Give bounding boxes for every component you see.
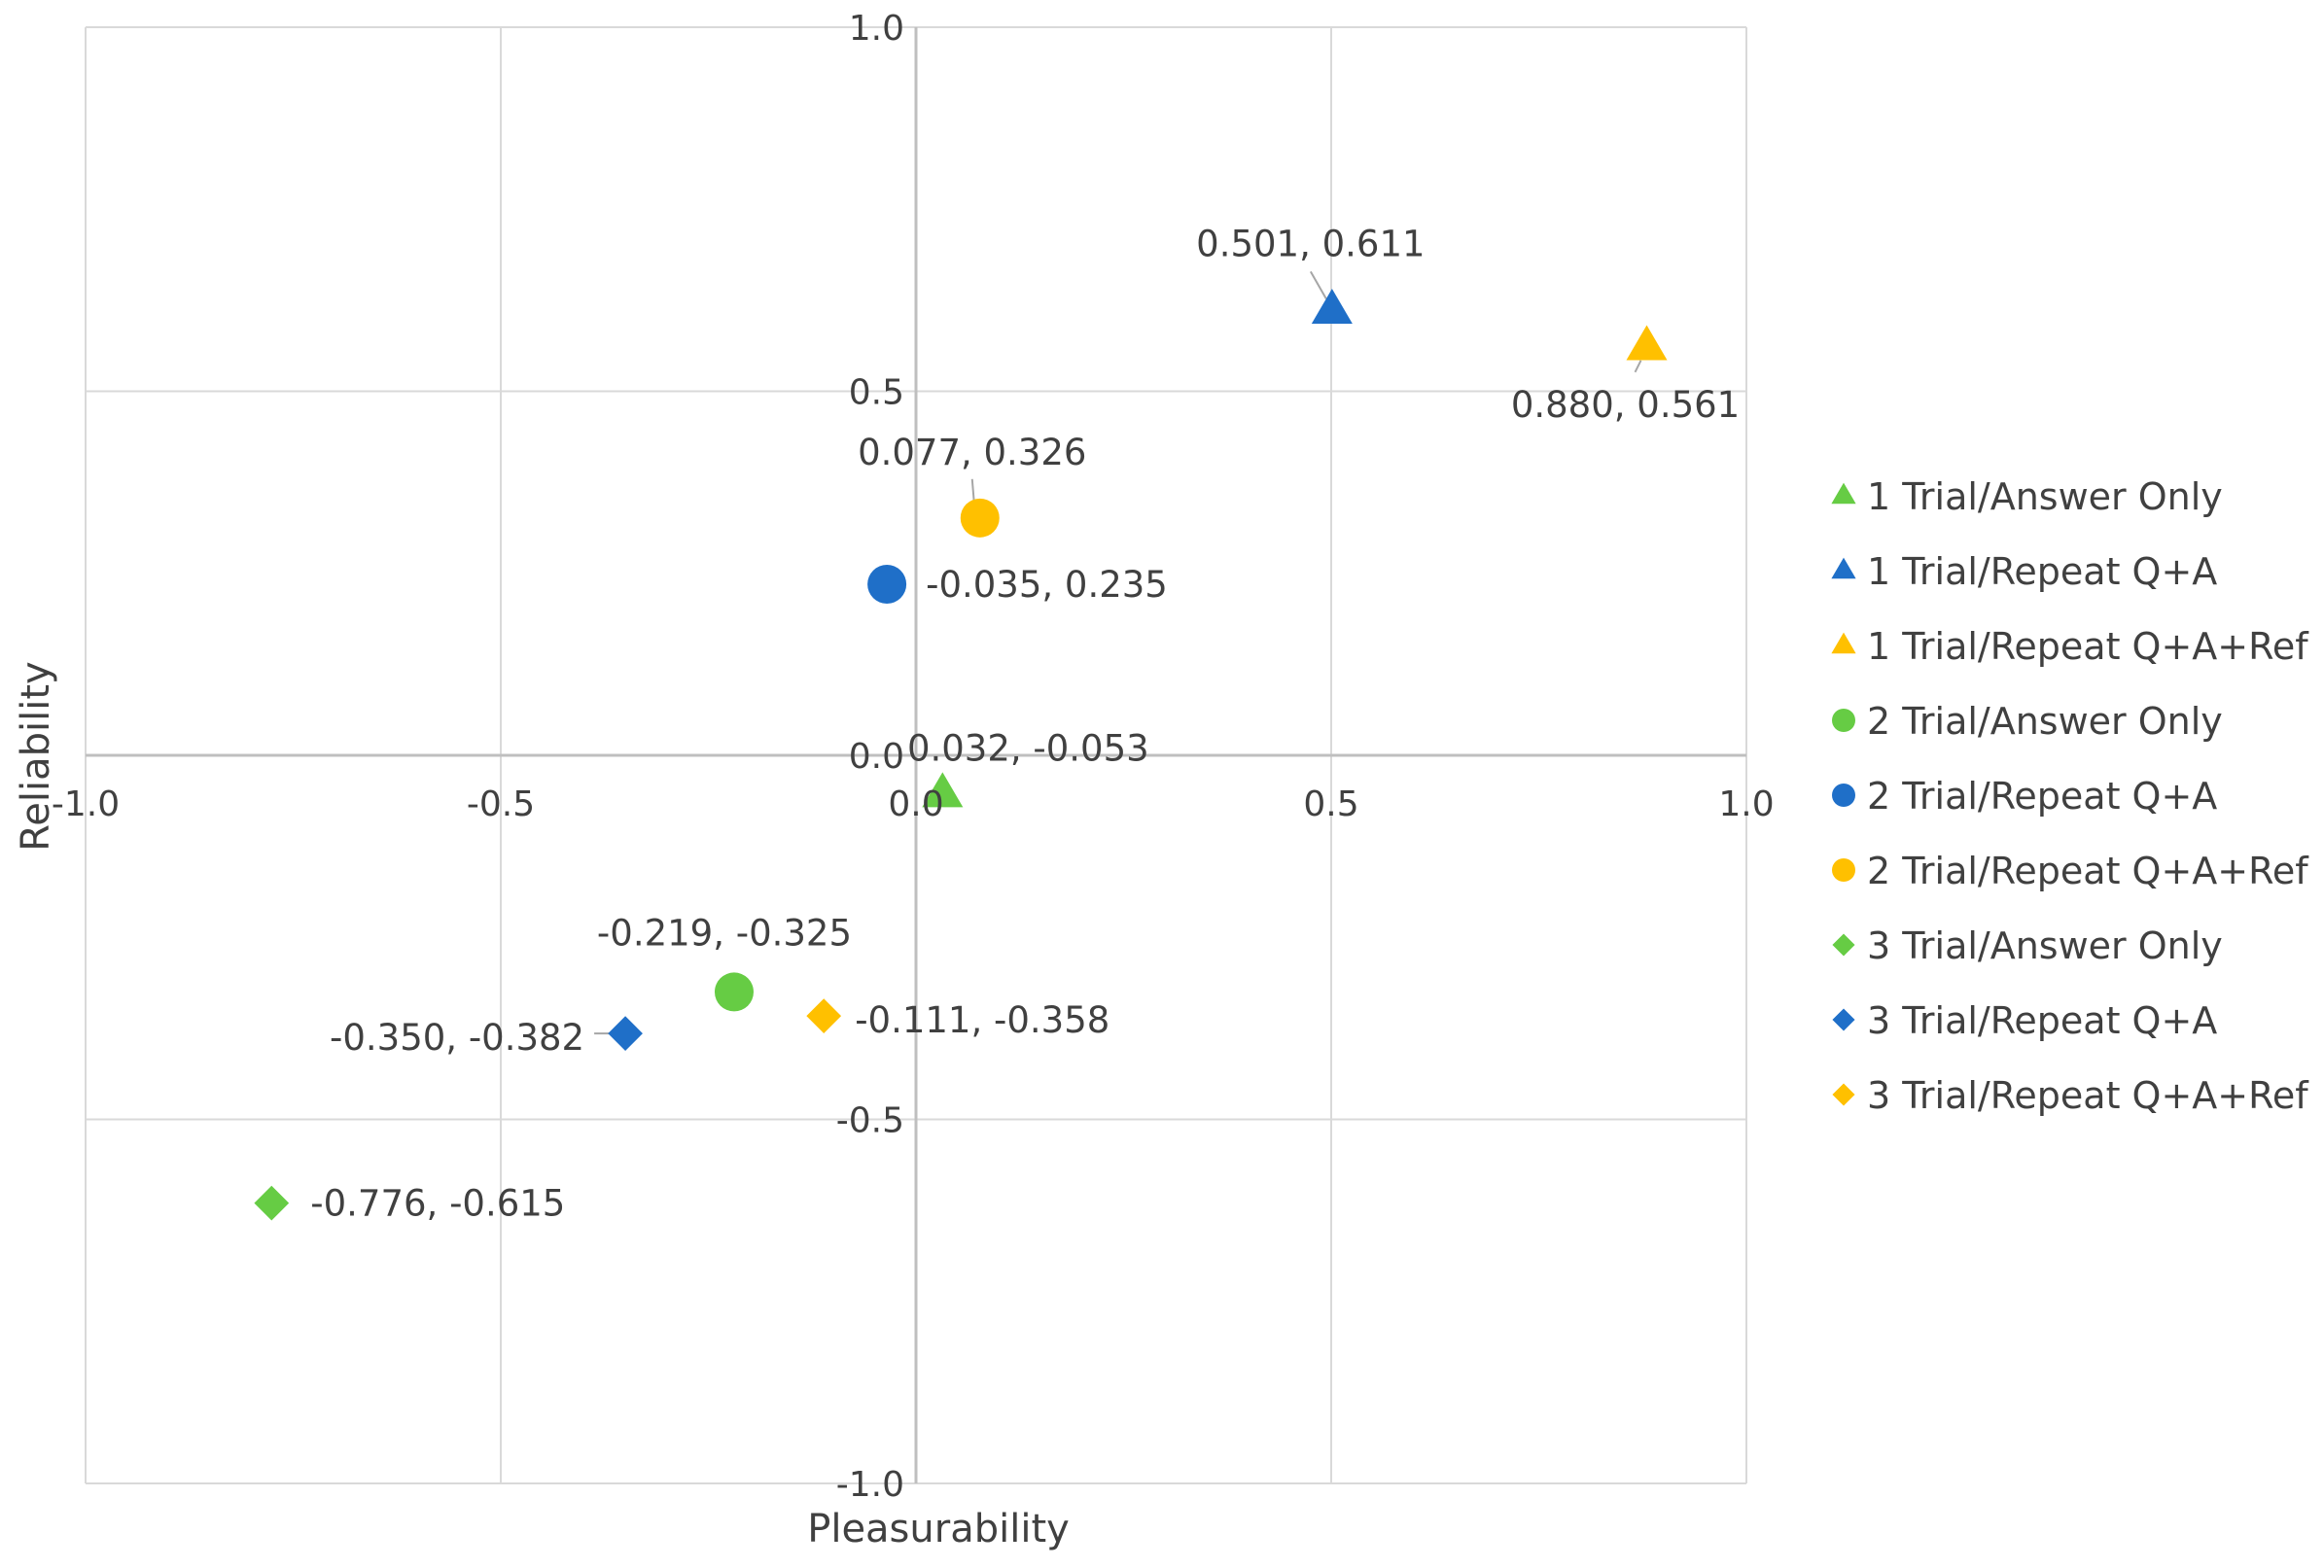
leader-line	[970, 478, 975, 503]
legend-label: 1 Trial/Repeat Q+A	[1867, 550, 2217, 593]
data-label: 0.032, -0.053	[907, 728, 1149, 770]
legend[interactable]: 1 Trial/Answer Only 1 Trial/Repeat Q+A 1 T…	[1831, 475, 2309, 1117]
legend-item[interactable]: 3 Trial/Repeat Q+A+Ref	[1832, 1074, 2309, 1117]
legend-marker-icon	[1832, 933, 1855, 957]
legend-marker-icon	[1832, 1083, 1855, 1106]
x-axis-title: Pleasurability	[807, 1507, 1070, 1551]
data-point	[806, 998, 842, 1033]
data-label: -0.350, -0.382	[330, 1017, 584, 1059]
data-point	[254, 1185, 290, 1221]
data-label: 0.077, 0.326	[858, 432, 1086, 473]
axes	[86, 27, 1746, 1483]
legend-label: 2 Trial/Answer Only	[1867, 700, 2223, 743]
legend-label: 2 Trial/Repeat Q+A	[1867, 775, 2217, 818]
leader-line	[1309, 270, 1327, 299]
legend-marker-icon	[1831, 632, 1856, 654]
legend-marker-icon	[1832, 858, 1855, 882]
legend-label: 3 Trial/Repeat Q+A	[1867, 999, 2217, 1042]
leader-line	[1634, 360, 1642, 373]
y-tick-label: 0.0	[849, 737, 904, 777]
legend-label: 3 Trial/Repeat Q+A+Ref	[1867, 1074, 2309, 1117]
legend-marker-icon	[1832, 1008, 1855, 1031]
data-point	[1311, 289, 1353, 325]
legend-item[interactable]: 1 Trial/Repeat Q+A+Ref	[1831, 625, 2309, 668]
legend-item[interactable]: 1 Trial/Answer Only	[1831, 475, 2223, 518]
data-point	[867, 564, 907, 604]
legend-item[interactable]: 2 Trial/Answer Only	[1832, 700, 2223, 743]
legend-label: 3 Trial/Answer Only	[1867, 924, 2223, 967]
data-labels: 0.032, -0.053 0.501, 0.611 0.880, 0.561 -0.…	[310, 223, 1740, 1224]
legend-item[interactable]: 3 Trial/Repeat Q+A	[1832, 999, 2217, 1042]
data-point	[714, 972, 754, 1012]
data-label: 0.501, 0.611	[1196, 223, 1425, 264]
y-tick-label: 1.0	[849, 9, 904, 49]
x-tick-label: 0.0	[888, 784, 943, 824]
legend-label: 1 Trial/Answer Only	[1867, 475, 2223, 518]
legend-item[interactable]: 1 Trial/Repeat Q+A	[1831, 550, 2217, 593]
data-points	[254, 289, 1668, 1221]
data-label: -0.219, -0.325	[597, 912, 852, 954]
x-tick-label: 0.5	[1303, 784, 1358, 824]
legend-marker-icon	[1832, 709, 1855, 732]
data-label: 0.880, 0.561	[1511, 384, 1740, 426]
legend-marker-icon	[1831, 482, 1856, 505]
data-label: -0.111, -0.358	[855, 999, 1109, 1041]
y-tick-label: -0.5	[836, 1101, 904, 1141]
data-point	[922, 772, 964, 808]
legend-label: 2 Trial/Repeat Q+A+Ref	[1867, 850, 2309, 892]
legend-marker-icon	[1832, 784, 1855, 807]
data-point	[608, 1016, 643, 1051]
x-tick-label: 1.0	[1718, 784, 1774, 824]
legend-item[interactable]: 2 Trial/Repeat Q+A	[1832, 775, 2217, 818]
data-label: -0.776, -0.615	[310, 1183, 565, 1225]
tick-labels: -1.0 -0.5 0.0 0.5 1.0 1.0 0.5 0.0 -0.5 -1.0	[52, 9, 1775, 1505]
x-tick-label: -1.0	[52, 784, 120, 824]
data-point	[960, 498, 1000, 538]
y-tick-label: -1.0	[836, 1465, 904, 1505]
legend-item[interactable]: 3 Trial/Answer Only	[1832, 924, 2223, 967]
legend-label: 1 Trial/Repeat Q+A+Ref	[1867, 625, 2309, 668]
data-label: -0.035, 0.235	[926, 564, 1168, 606]
legend-marker-icon	[1831, 557, 1856, 579]
x-tick-label: -0.5	[467, 784, 535, 824]
y-tick-label: 0.5	[849, 373, 904, 413]
legend-item[interactable]: 2 Trial/Repeat Q+A+Ref	[1832, 850, 2309, 892]
y-axis-title: Reliability	[14, 661, 58, 851]
data-point	[1626, 325, 1668, 361]
